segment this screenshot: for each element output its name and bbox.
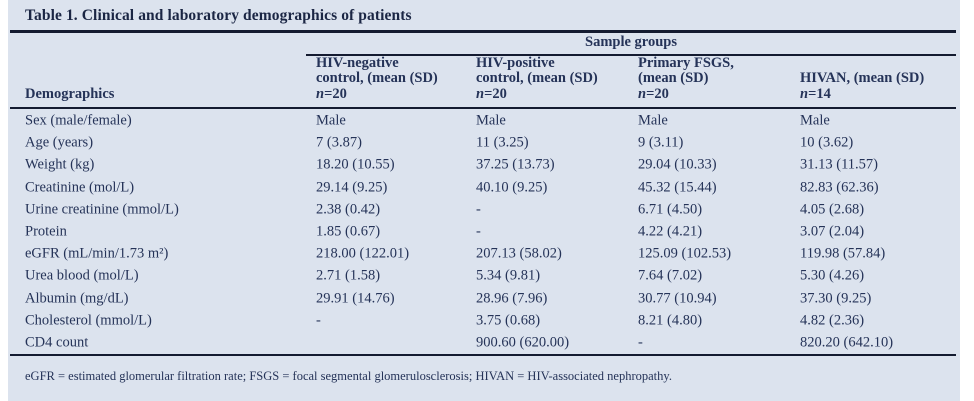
table-row: eGFR (mL/min/1.73 m²) 218.00 (122.01) 207.… [8,243,960,265]
row-label: Sex (male/female) [25,112,132,129]
header-line: (mean (SD) [638,70,709,87]
row-label: Albumin (mg/dL) [25,290,129,307]
cell-value: 218.00 (122.01) [316,245,410,262]
cell-value: 6.71 (4.50) [638,201,703,218]
cell-value: 30.77 (10.94) [638,290,717,307]
column-header: HIV-positive control, (mean (SD) n=20 [476,54,598,103]
cell-value: 4.82 (2.36) [800,312,865,329]
table-row: Protein 1.85 (0.67) - 4.22 (4.21) 3.07 (2.04… [8,221,960,243]
cell-value: 125.09 (102.53) [638,245,732,262]
table-row: Cholesterol (mmol/L) - 3.75 (0.68) 8.21 (4.… [8,310,960,332]
header-line: HIV-negative [316,54,399,71]
table-title: Table 1. Clinical and laboratory demogra… [25,7,412,24]
cell-value: 820.20 (642.10) [800,334,894,351]
cell-value: 8.21 (4.80) [638,312,703,329]
sample-groups-header: Sample groups [585,34,677,50]
table-row: Sex (male/female) Male Male Male Male [8,110,960,132]
cell-value: - [316,312,321,329]
cell-value: 2.71 (1.58) [316,267,381,284]
row-label: Urea blood (mol/L) [25,267,139,284]
table-row: CD4 count 900.60 (620.00) - 820.20 (642.10) [8,332,960,354]
cell-value: 5.34 (9.81) [476,267,541,284]
cell-value: Male [476,112,506,129]
cell-value: 207.13 (58.02) [476,245,562,262]
cell-value: 29.91 (14.76) [316,290,395,307]
row-label: CD4 count [25,334,89,351]
table-row: Weight (kg) 18.20 (10.55) 37.25 (13.73) 29.… [8,154,960,176]
cell-value: 119.98 (57.84) [800,245,886,262]
header-line: HIVAN, (mean (SD) [800,70,925,87]
table-footnote: eGFR = estimated glomerular filtration r… [25,369,672,383]
cell-value: 40.10 (9.25) [476,179,548,196]
cell-value: 4.22 (4.21) [638,223,703,240]
title-rule [10,30,956,33]
column-headers: Demographics HIV-negative control, (mean … [8,54,960,106]
table-row: Urine creatinine (mmol/L) 2.38 (0.42) - 6.7… [8,199,960,221]
table-row: Albumin (mg/dL) 29.91 (14.76) 28.96 (7.96)… [8,288,960,310]
sample-groups-rule [306,54,956,56]
row-label: Age (years) [25,134,94,151]
header-line: Primary FSGS, [638,54,734,71]
row-label: Urine creatinine (mmol/L) [25,201,179,218]
row-label: Cholesterol (mmol/L) [25,312,152,329]
cell-value: Male [800,112,830,129]
row-label: Protein [25,223,67,240]
column-header: HIVAN, (mean (SD) n=14 [800,71,924,103]
cell-value: 37.25 (13.73) [476,156,555,173]
header-rule [10,107,956,109]
header-n-line: n=20 [638,86,669,103]
cell-value: 1.85 (0.67) [316,223,381,240]
cell-value: 10 (3.62) [800,134,854,151]
cell-value: 9 (3.11) [638,134,684,151]
header-line: HIV-positive [476,54,555,71]
cell-value: - [476,201,481,218]
table-row: Creatinine (mol/L) 29.14 (9.25) 40.10 (9.2… [8,177,960,199]
table-body: Sex (male/female) Male Male Male Male Age (ye… [8,110,960,354]
cell-value: 45.32 (15.44) [638,179,717,196]
cell-value: 37.30 (9.25) [800,290,872,307]
header-n-line: n=20 [316,86,347,103]
cell-value: 2.38 (0.42) [316,201,381,218]
header-line: control, (mean (SD) [316,70,438,87]
cell-value: - [638,334,643,351]
table-row: Urea blood (mol/L) 2.71 (1.58) 5.34 (9.81)… [8,265,960,287]
table-row: Age (years) 7 (3.87) 11 (3.25) 9 (3.11) 10 (… [8,132,960,154]
column-header: Primary FSGS, (mean (SD) n=20 [638,54,734,103]
cell-value: 7 (3.87) [316,134,362,151]
cell-value: Male [638,112,668,129]
cell-value: 28.96 (7.96) [476,290,548,307]
cell-value: - [476,223,481,240]
cell-value: 3.75 (0.68) [476,312,541,329]
cell-value: 7.64 (7.02) [638,267,703,284]
cell-value: 11 (3.25) [476,134,529,151]
table-panel: Table 1. Clinical and laboratory demogra… [8,0,960,401]
cell-value: 4.05 (2.68) [800,201,865,218]
cell-value: 29.04 (10.33) [638,156,717,173]
bottom-rule [10,354,956,356]
demographics-header: Demographics [25,86,115,102]
column-header: HIV-negative control, (mean (SD) n=20 [316,54,438,103]
header-line: control, (mean (SD) [476,70,598,87]
cell-value: 3.07 (2.04) [800,223,865,240]
cell-value: Male [316,112,346,129]
row-label: Weight (kg) [25,156,95,173]
row-label: eGFR (mL/min/1.73 m²) [25,245,169,262]
cell-value: 18.20 (10.55) [316,156,395,173]
cell-value: 900.60 (620.00) [476,334,570,351]
cell-value: 29.14 (9.25) [316,179,388,196]
cell-value: 82.83 (62.36) [800,179,879,196]
row-label: Creatinine (mol/L) [25,179,135,196]
cell-value: 5.30 (4.26) [800,267,865,284]
cell-value: 31.13 (11.57) [800,156,878,173]
header-n-line: n=14 [800,86,831,103]
header-n-line: n=20 [476,86,507,103]
